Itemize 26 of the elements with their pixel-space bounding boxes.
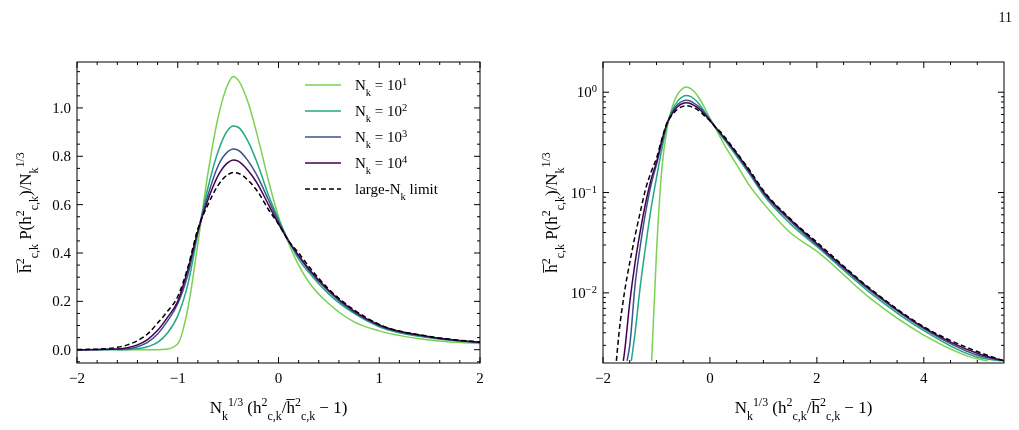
y-tick-label: 0.4	[52, 245, 72, 261]
x-tick-label: 0	[274, 370, 283, 386]
y-tick-label: 0.0	[52, 341, 71, 358]
y-tick-label: 10$^{−2}$	[570, 283, 597, 301]
legend-label: large-N$_{k}$ limit	[355, 181, 439, 202]
x-tick-label: −1	[169, 370, 186, 386]
x-tick-label: 0	[706, 370, 714, 386]
x-tick-label: 4	[920, 370, 929, 386]
x-tick-label: 2	[476, 370, 484, 386]
legend-label: N$_{k}$ = 10$^{1}$	[355, 75, 408, 98]
x-tick-label: −2	[595, 370, 611, 386]
x-tick-label: −2	[69, 370, 85, 386]
legend-label: N$_{k}$ = 10$^{3}$	[355, 127, 408, 150]
legend-label: N$_{k}$ = 10$^{2}$	[355, 101, 408, 124]
y-tick-label: 10$^{−1}$	[570, 183, 597, 201]
y-tick-label: 0.8	[52, 148, 71, 165]
y-tick-label: 1.0	[52, 99, 71, 116]
y-tick-label: 10$^{0}$	[576, 82, 597, 101]
x-tick-label: 2	[813, 370, 821, 386]
x-tick-label: 1	[375, 370, 383, 386]
y-tick-label: 0.2	[52, 293, 71, 310]
text: N$_{k}$$^{1/3}$ (h$^{2}$$_{c,k}$/h̅$^{2}$$_{c,k}$ − 1)	[209, 395, 348, 423]
y-tick-label: 0.6	[52, 196, 72, 213]
text: 11	[998, 10, 1012, 25]
legend-label: N$_{k}$ = 10$^{4}$	[355, 153, 409, 176]
text: N$_{k}$$^{1/3}$ (h$^{2}$$_{c,k}$/h̅$^{2}$$_{c,k}$ − 1)	[734, 395, 873, 423]
